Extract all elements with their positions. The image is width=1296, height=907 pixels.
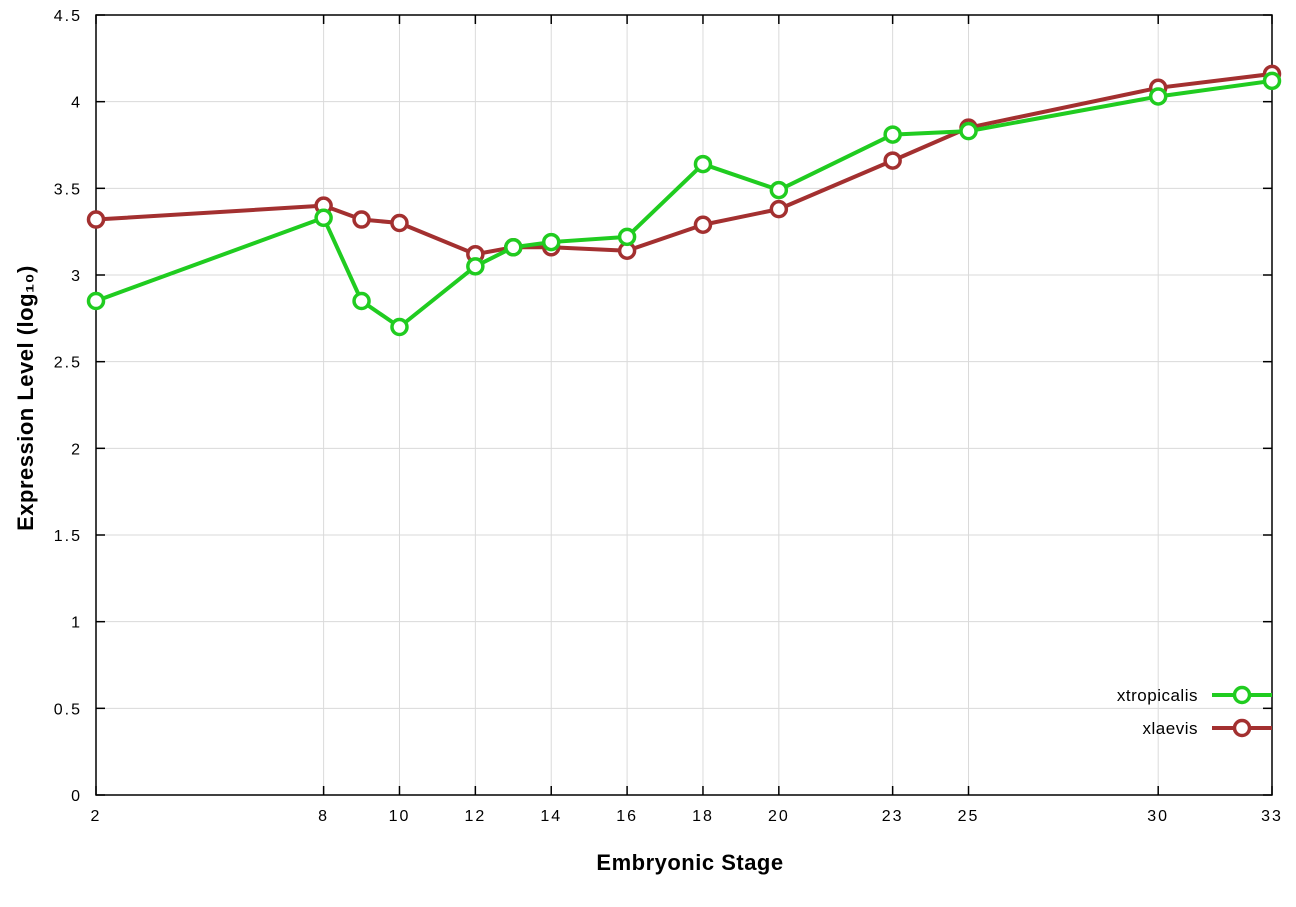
x-axis-title: Embryonic Stage — [596, 850, 784, 875]
y-axis-title: Expression Level (log₁₀) — [13, 265, 38, 531]
x-tick-label: 33 — [1261, 808, 1283, 825]
x-tick-label: 30 — [1147, 808, 1169, 825]
data-point-xlaevis-stage-20 — [769, 199, 789, 219]
x-tick-label: 16 — [616, 808, 638, 825]
legend-marker-xtropicalis — [1232, 685, 1252, 705]
data-point-xtropicalis-stage-9 — [352, 291, 371, 311]
y-tick-label: 2.5 — [54, 355, 82, 372]
y-tick-label: 1 — [71, 615, 82, 632]
y-tick-label: 0 — [71, 788, 82, 805]
data-point-xtropicalis-stage-12 — [466, 257, 485, 276]
plot-border — [95, 14, 1273, 796]
data-point-xtropicalis-stage-25 — [959, 121, 978, 141]
x-tick-label: 10 — [389, 808, 411, 825]
y-tick-label: 3.5 — [54, 181, 82, 198]
series-line-xtropicalis — [94, 78, 1274, 329]
data-point-xtropicalis-stage-30 — [1148, 87, 1168, 106]
series-line-xlaevis — [94, 71, 1274, 257]
x-tick-label: 25 — [958, 808, 980, 825]
legend-marker-xlaevis — [1232, 718, 1252, 738]
legend-label-xtropicalis: xtropicalis — [1117, 686, 1198, 705]
data-point-xtropicalis-stage-33 — [1262, 71, 1282, 91]
data-point-xtropicalis-stage-10 — [390, 317, 409, 337]
data-point-xlaevis-stage-2 — [86, 210, 106, 229]
x-tick-label: 18 — [692, 808, 714, 825]
x-tick-label: 23 — [882, 808, 904, 825]
y-tick-label: 2 — [71, 441, 82, 458]
x-tick-label: 14 — [540, 808, 562, 825]
data-point-xtropicalis-stage-20 — [769, 180, 789, 200]
x-tick-label: 8 — [318, 808, 329, 825]
data-point-xlaevis-stage-9 — [352, 210, 371, 229]
data-point-xtropicalis-stage-18 — [693, 154, 713, 174]
y-tick-label: 4 — [71, 95, 82, 112]
x-tick-label: 20 — [768, 808, 790, 825]
data-point-xlaevis-stage-18 — [693, 215, 713, 234]
y-tick-label: 1.5 — [54, 528, 82, 545]
data-point-xtropicalis-stage-14 — [541, 232, 561, 252]
data-point-xlaevis-stage-10 — [390, 213, 409, 233]
y-tick-label: 0.5 — [54, 701, 82, 718]
data-point-xtropicalis-stage-23 — [883, 125, 902, 144]
data-point-xtropicalis-stage-2 — [86, 291, 106, 311]
x-tick-label: 12 — [464, 808, 486, 825]
data-point-xlaevis-stage-23 — [883, 151, 902, 170]
y-tick-label: 4.5 — [54, 8, 82, 25]
data-point-xtropicalis-stage-16 — [617, 227, 637, 247]
data-point-xtropicalis-stage-8 — [314, 208, 333, 228]
y-tick-label: 3 — [71, 268, 82, 285]
x-tick-label: 2 — [91, 808, 102, 825]
legend-label-xlaevis: xlaevis — [1143, 719, 1198, 738]
data-point-xtropicalis-stage-13 — [504, 238, 523, 257]
